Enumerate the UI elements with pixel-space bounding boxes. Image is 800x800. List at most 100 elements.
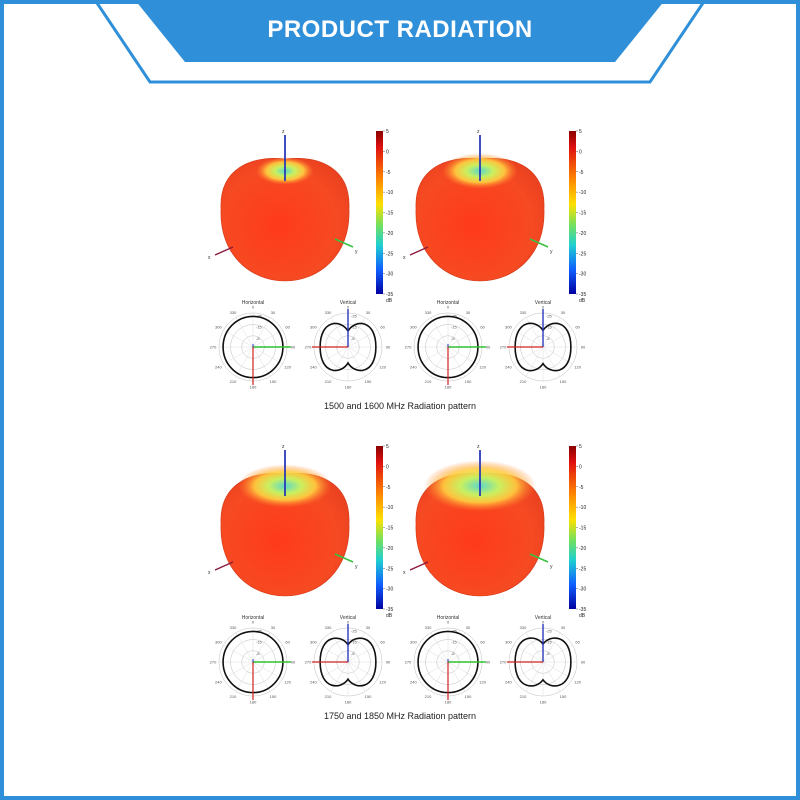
polar-spoke bbox=[318, 329, 349, 348]
polar-angle-label: 180 bbox=[540, 385, 547, 390]
polar-ring-label: -5 bbox=[256, 336, 260, 341]
polar-spoke bbox=[252, 329, 283, 348]
polar-spoke bbox=[513, 346, 544, 365]
radiation-surface bbox=[220, 158, 350, 282]
polar-ring-label: -15 bbox=[451, 640, 458, 645]
polar-spoke bbox=[542, 644, 573, 663]
polar-title: Vertical bbox=[535, 615, 551, 621]
polar-ring-label: -25 bbox=[451, 628, 458, 633]
polar-angle-label: 180 bbox=[540, 700, 547, 705]
x-axis bbox=[409, 561, 429, 571]
polar-angle-label: 0 bbox=[347, 305, 350, 310]
x-axis-label: x bbox=[208, 255, 211, 261]
polar-spoke bbox=[447, 329, 478, 348]
color-scale-tick-label: -15 bbox=[579, 211, 586, 217]
color-scale-unit: dB bbox=[386, 298, 393, 304]
polar-ring-label: -15 bbox=[451, 325, 458, 330]
polar-ring-label: -25 bbox=[546, 313, 553, 318]
polar-angle-label: 240 bbox=[410, 365, 417, 370]
x-axis-label: x bbox=[208, 570, 211, 576]
polar-angle-label: 120 bbox=[574, 680, 581, 685]
y-axis-label: y bbox=[550, 249, 553, 255]
polar-angle-label: 90 bbox=[581, 660, 586, 665]
polar-spoke bbox=[235, 632, 254, 663]
polar-angle-label: 330 bbox=[520, 310, 527, 315]
polar-spoke bbox=[347, 317, 366, 348]
vertical-pattern-trace bbox=[319, 637, 377, 687]
polar-angle-label: 0 bbox=[447, 620, 450, 625]
polar-ring-label: -5 bbox=[546, 651, 550, 656]
polar-ring-label: -25 bbox=[256, 313, 263, 318]
radiation-3d-plot: z x y bbox=[208, 129, 358, 282]
polar-title: Vertical bbox=[340, 300, 356, 306]
color-scale-bar bbox=[569, 131, 576, 294]
polar-angle-label: 180 bbox=[250, 700, 257, 705]
polar-spoke bbox=[252, 661, 283, 680]
color-scale-tick-label: 0 bbox=[386, 464, 389, 470]
polar-angle-label: 90 bbox=[386, 660, 391, 665]
polar-angle-label: 270 bbox=[210, 660, 217, 665]
polar-spoke bbox=[252, 346, 271, 377]
polar-spoke bbox=[430, 317, 449, 348]
z-axis-label: z bbox=[282, 129, 285, 135]
polar-angle-label: 30 bbox=[271, 625, 276, 630]
polar-angle-label: 240 bbox=[215, 680, 222, 685]
color-scale-tick-label: -5 bbox=[579, 170, 584, 176]
polar-angle-label: 150 bbox=[365, 694, 372, 699]
polar-angle-label: 210 bbox=[520, 694, 527, 699]
polar-angle-label: 150 bbox=[270, 379, 277, 384]
polar-spoke bbox=[447, 346, 478, 365]
color-scale-unit: dB bbox=[579, 613, 586, 619]
polar-ring-label: -15 bbox=[351, 325, 358, 330]
polar-angle-label: 0 bbox=[252, 620, 255, 625]
polar-angle-label: 300 bbox=[310, 325, 317, 330]
polar-spoke bbox=[525, 661, 544, 692]
color-scale-tick-label: -5 bbox=[386, 485, 391, 491]
polar-ring-label: -25 bbox=[546, 628, 553, 633]
polar-angle-label: 240 bbox=[505, 680, 512, 685]
polar-angle-label: 120 bbox=[574, 365, 581, 370]
y-axis bbox=[334, 553, 354, 563]
polar-angle-label: 270 bbox=[210, 345, 217, 350]
polar-spoke bbox=[330, 346, 349, 377]
polar-angle-label: 210 bbox=[425, 694, 432, 699]
polar-ring-label: -5 bbox=[451, 651, 455, 656]
z-axis-label: z bbox=[477, 444, 480, 450]
polar-spoke bbox=[223, 329, 254, 348]
polar-angle-label: 150 bbox=[365, 379, 372, 384]
polar-angle-label: 210 bbox=[230, 379, 237, 384]
polar-angle-label: 300 bbox=[410, 640, 417, 645]
page-title: PRODUCT RADIATION bbox=[267, 16, 533, 43]
polar-angle-label: 60 bbox=[575, 325, 580, 330]
polar-ring-label: -15 bbox=[256, 640, 263, 645]
polar-angle-label: 330 bbox=[325, 310, 332, 315]
polar-angle-label: 120 bbox=[479, 365, 486, 370]
color-scale-tick-label: -35 bbox=[579, 607, 586, 613]
x-axis bbox=[409, 246, 429, 256]
polar-spoke bbox=[542, 661, 573, 680]
polar-spoke bbox=[235, 661, 254, 692]
polar-angle-label: 120 bbox=[379, 680, 386, 685]
polar-spoke bbox=[318, 661, 349, 680]
polar-spoke bbox=[252, 644, 283, 663]
polar-angle-label: 90 bbox=[291, 660, 296, 665]
polar-spoke bbox=[513, 644, 544, 663]
polar-spoke bbox=[525, 317, 544, 348]
polar-angle-label: 30 bbox=[366, 625, 371, 630]
polar-ring-label: -25 bbox=[451, 313, 458, 318]
polar-ring-label: -15 bbox=[256, 325, 263, 330]
polar-angle-label: 0 bbox=[347, 620, 350, 625]
color-scale-tick-label: -10 bbox=[579, 505, 586, 511]
polar-spoke bbox=[542, 661, 561, 692]
polar-angle-label: 210 bbox=[230, 694, 237, 699]
polar-spoke bbox=[347, 644, 378, 663]
polar-spoke bbox=[223, 346, 254, 365]
color-scale-tick-label: -10 bbox=[579, 190, 586, 196]
polar-spoke bbox=[513, 661, 544, 680]
y-axis-label: y bbox=[355, 564, 358, 570]
polar-spoke bbox=[430, 632, 449, 663]
